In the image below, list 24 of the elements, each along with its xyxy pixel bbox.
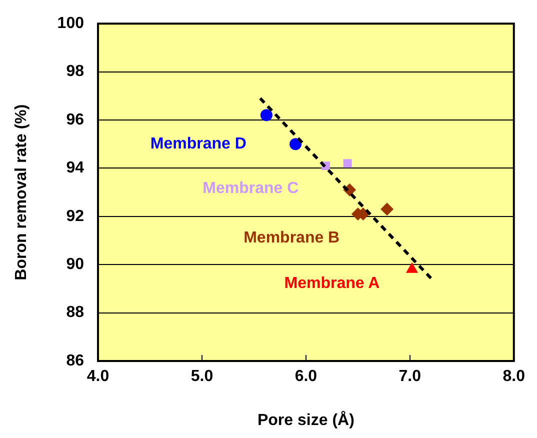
series-label: Membrane A xyxy=(284,274,380,292)
y-tick-label: 86 xyxy=(66,352,84,370)
x-tick-label: 7.0 xyxy=(398,368,422,386)
x-axis-title: Pore size (Å) xyxy=(257,410,354,429)
x-tick-label: 8.0 xyxy=(502,368,526,386)
y-tick-label: 98 xyxy=(66,63,84,80)
y-tick-label: 96 xyxy=(66,111,84,128)
y-tick-label: 88 xyxy=(66,304,84,322)
series-label: Membrane D xyxy=(150,136,246,153)
point xyxy=(380,202,394,216)
series-label: Membrane C xyxy=(202,180,300,198)
y-tick-label: 100 xyxy=(57,15,84,32)
point xyxy=(260,109,272,122)
point xyxy=(343,159,352,168)
x-tick-label: 4.0 xyxy=(86,368,110,386)
y-axis-title: Boron removal rate (%) xyxy=(13,104,30,280)
y-tick-label: 90 xyxy=(66,256,84,274)
point xyxy=(290,138,302,150)
x-tick-label: 5.0 xyxy=(190,368,214,386)
series-label: Membrane B xyxy=(244,229,340,246)
point xyxy=(406,262,418,273)
y-tick-label: 92 xyxy=(66,208,84,225)
y-tick-label: 94 xyxy=(66,160,84,177)
x-tick-label: 6.0 xyxy=(294,368,318,386)
